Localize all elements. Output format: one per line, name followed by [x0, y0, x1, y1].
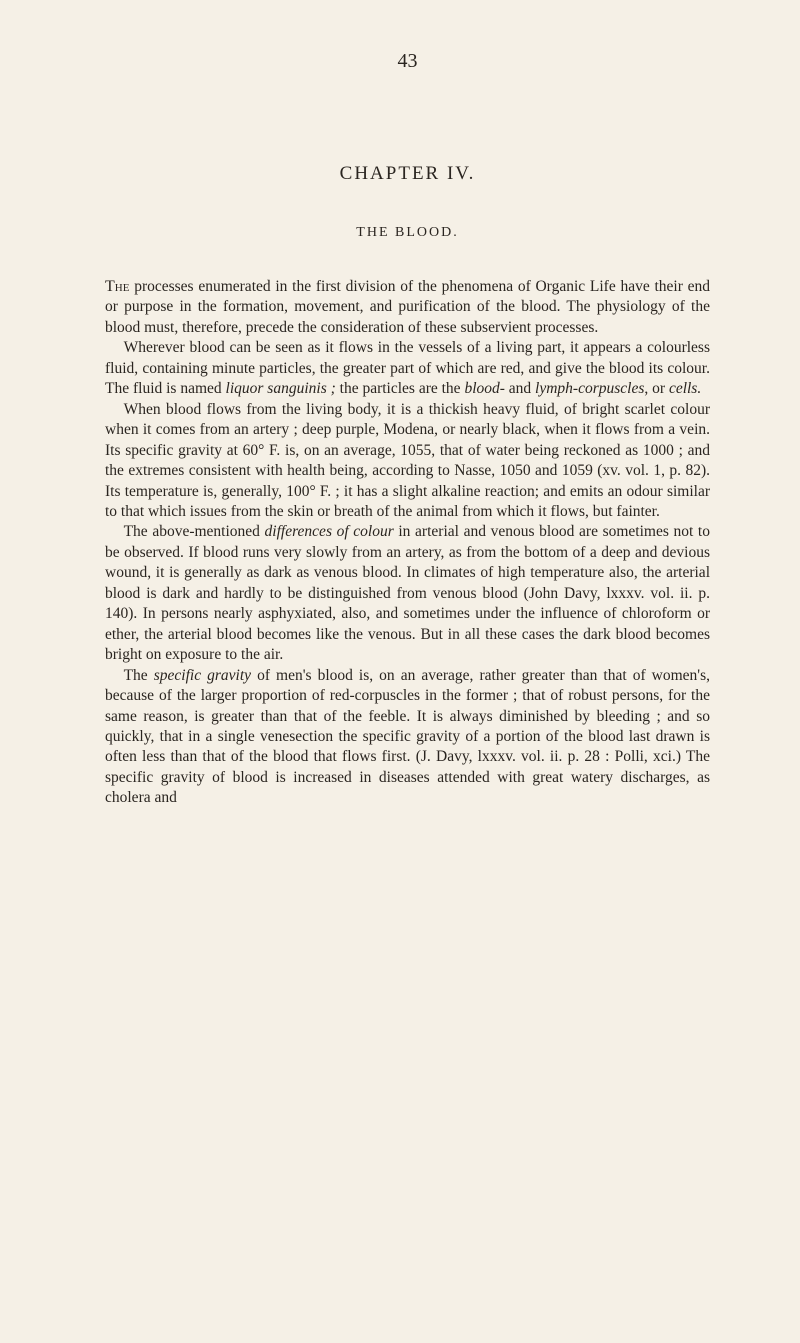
- text-segment: The: [105, 278, 129, 295]
- text-segment: in arterial and venous blood are sometim…: [105, 523, 710, 663]
- text-segment: of men's blood is, on an average, rather…: [105, 667, 710, 807]
- chapter-heading: CHAPTER IV.: [105, 163, 710, 185]
- text-segment: The above-mentioned: [124, 523, 265, 540]
- text-segment: The: [124, 667, 154, 684]
- page-number: 43: [105, 50, 710, 73]
- text-segment: When blood flows from the living body, i…: [105, 401, 710, 520]
- paragraph: When blood flows from the living body, i…: [105, 400, 710, 523]
- text-segment: liquor sanguinis ;: [226, 380, 336, 397]
- text-segment: lymph-corpuscles: [535, 380, 644, 397]
- text-segment: blood-: [464, 380, 504, 397]
- text-segment: cells.: [669, 380, 701, 397]
- chapter-subtitle: THE BLOOD.: [105, 225, 710, 241]
- text-segment: the particles are the: [336, 380, 465, 397]
- paragraph: The processes enumerated in the first di…: [105, 276, 710, 338]
- text-segment: differences of colour: [265, 523, 394, 540]
- body-text-container: The processes enumerated in the first di…: [105, 276, 710, 809]
- paragraph: The specific gravity of men's blood is, …: [105, 666, 710, 809]
- text-segment: , or: [644, 380, 669, 397]
- text-segment: processes enumerated in the first divisi…: [105, 278, 710, 336]
- paragraph: The above-mentioned differences of colou…: [105, 522, 710, 665]
- paragraph: Wherever blood can be seen as it flows i…: [105, 338, 710, 399]
- text-segment: and: [505, 380, 535, 397]
- text-segment: specific gravity: [154, 667, 251, 684]
